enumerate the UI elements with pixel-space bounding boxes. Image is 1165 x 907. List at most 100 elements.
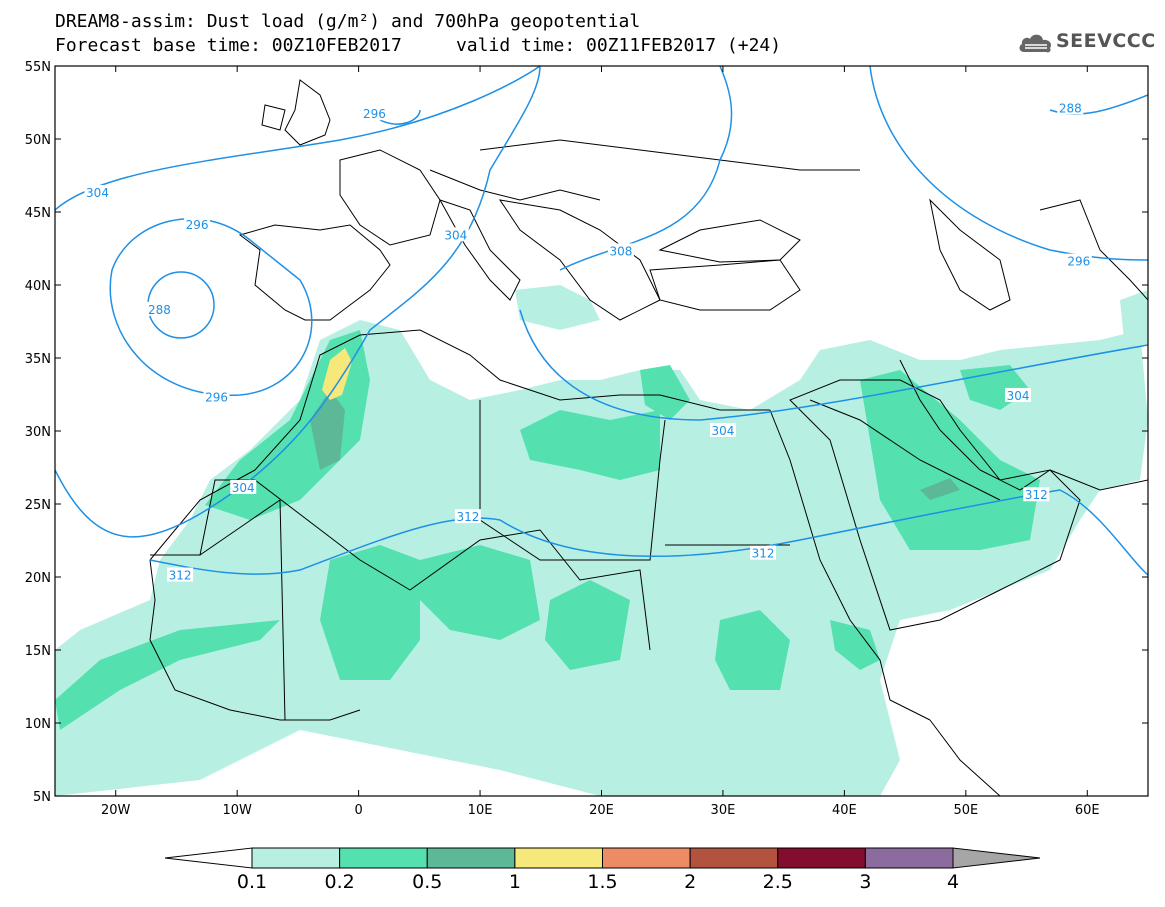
coastline-ireland: [261, 104, 286, 131]
lat-tick-label: 15N: [25, 644, 51, 659]
lat-tick-label: 50N: [25, 133, 51, 148]
coastline-balkans: [498, 199, 661, 321]
colorbar-under-arrow: [164, 847, 253, 869]
coastline-europe-west: [238, 224, 391, 321]
colorbar-swatch: [864, 847, 954, 869]
contour-label-bg: [230, 479, 257, 494]
border-sahel: [199, 499, 286, 721]
dust-field-high: [322, 348, 352, 400]
contour-label: 312: [752, 547, 775, 561]
dust-field-medium-egypt: [640, 365, 690, 420]
lat-tick-label: 10N: [25, 717, 51, 732]
border-europe-central: [429, 169, 601, 201]
dust-field-medium-red-sea: [830, 620, 880, 670]
colorbar-label: 1: [509, 871, 521, 893]
contour-label: 304: [444, 228, 467, 242]
contour-label: 312: [456, 510, 479, 524]
lat-tick-label: 35N: [25, 352, 51, 367]
lat-tick-label: 30N: [25, 425, 51, 440]
coastline-britain: [284, 79, 331, 146]
seevccc-logo: SEEVCCC: [1018, 30, 1158, 54]
coastline-red-sea-west: [769, 409, 931, 721]
coastline-iran: [1049, 469, 1148, 491]
contour-label: 304: [232, 481, 255, 495]
contour-label-bg: [184, 217, 211, 232]
cloud-icon: [1019, 34, 1052, 53]
lat-tick-label: 45N: [25, 206, 51, 221]
contour-label: 296: [205, 390, 228, 404]
coastline-france: [339, 149, 441, 246]
coastline-black-sea: [658, 219, 801, 263]
contour-label-bg: [1065, 253, 1092, 268]
contour-label: 288: [1059, 101, 1082, 115]
lat-tick-label: 20N: [25, 571, 51, 586]
contour-label: 304: [86, 186, 109, 200]
colorbar-label: 2: [684, 871, 696, 893]
map-title: DREAM8-assim: Dust load (g/m²) and 700hP…: [55, 11, 641, 32]
lat-tick-label: 25N: [25, 498, 51, 513]
lon-tick-label: 20W: [101, 803, 131, 818]
contour-label-bg: [361, 106, 388, 121]
dust-field-dark-arabia: [920, 478, 960, 500]
border-libya: [479, 400, 666, 561]
coastline-africa-north: [149, 329, 770, 561]
dust-load-layer: [55, 285, 1148, 796]
contour-304-east: [519, 309, 1148, 421]
border-europe-east: [479, 139, 860, 171]
colorbar-swatch: [514, 847, 603, 869]
dust-field-light-east: [1120, 290, 1148, 350]
contour-label-bg: [146, 301, 173, 316]
contour-296-east: [869, 66, 1148, 261]
coastlines-borders: [149, 79, 1148, 796]
lon-tick-label: 10E: [468, 803, 493, 818]
forecast-time-subtitle: Forecast base time: 00Z10FEB2017 valid t…: [55, 35, 782, 56]
contour-label-bg: [709, 423, 736, 437]
border-algeria-mali: [254, 479, 411, 591]
lon-tick-label: 30E: [711, 803, 736, 818]
colorbar-swatch: [339, 847, 428, 869]
contour-label-bg: [203, 389, 230, 404]
colorbar-swatch: [689, 847, 779, 869]
geopotential-contours: [55, 66, 1148, 576]
contour-label: 296: [363, 107, 386, 121]
contour-304-main: [55, 66, 541, 211]
colorbar-label: 1.5: [587, 871, 617, 893]
coastline-caspian: [929, 198, 1011, 311]
colorbar-label: 3: [859, 871, 871, 893]
dust-field-light-north: [515, 285, 600, 330]
lat-tick-label: 5N: [33, 790, 51, 805]
lon-tick-label: 50E: [953, 803, 978, 818]
contour-label-bg: [442, 227, 469, 242]
colorbar-label: 2.5: [763, 871, 793, 893]
contour-312: [149, 489, 1148, 576]
contour-label-bg: [454, 509, 481, 524]
border-central-asia: [1039, 199, 1148, 301]
lon-tick-label: 60E: [1075, 803, 1100, 818]
dust-field-medium-libya: [520, 410, 660, 480]
contour-296-north: [379, 109, 421, 125]
colorbar-swatch: [602, 847, 691, 869]
contour-308: [559, 66, 733, 271]
lon-tick-label: 10W: [222, 803, 252, 818]
border-niger-chad: [409, 529, 651, 651]
longitude-ticks: 20W 10W 0 10E 20E 30E 40E 50E 60E: [101, 66, 1100, 818]
lon-tick-label: 40E: [832, 803, 857, 818]
contour-label-bg: [1023, 487, 1050, 502]
colorbar-label: 0.1: [237, 871, 267, 893]
contour-label-bg: [1005, 387, 1032, 402]
dust-field-medium-chad: [420, 545, 540, 640]
contour-label-bg: [1057, 100, 1084, 115]
contour-label-bg: [167, 567, 194, 582]
lat-tick-label: 55N: [25, 60, 51, 75]
contour-label: 312: [169, 569, 192, 583]
dust-field-medium-coast: [55, 620, 280, 730]
border-iran-iraq: [899, 359, 941, 431]
dust-field-medium-sudan: [545, 580, 630, 670]
colorbar-swatch: [777, 847, 866, 869]
dust-field-medium-arabia: [860, 370, 1040, 550]
colorbar-label: 0.5: [412, 871, 442, 893]
coastline-gulf: [939, 429, 1051, 491]
contour-label: 304: [1007, 389, 1030, 403]
contour-label-bg: [607, 243, 634, 258]
